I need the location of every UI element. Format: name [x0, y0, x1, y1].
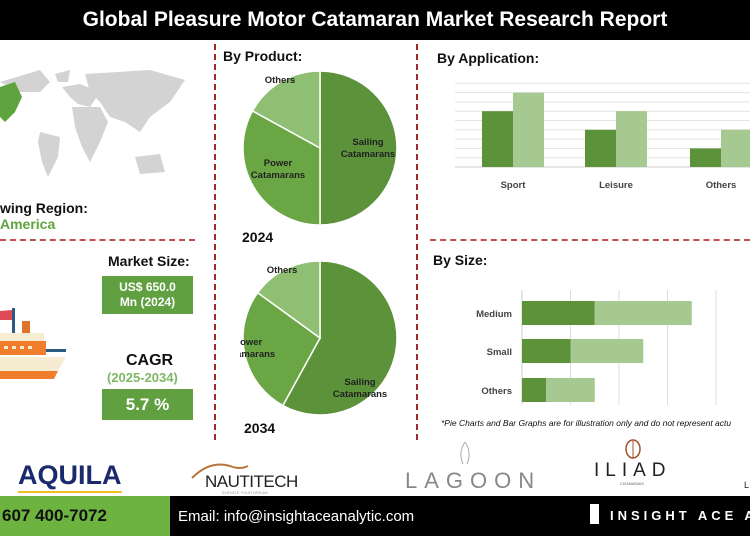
size-bar-others	[546, 378, 595, 402]
cagr-label: CAGR	[126, 352, 174, 369]
report-title: Global Pleasure Motor Catamaran Market R…	[0, 0, 750, 40]
logo-iliad-sub: CATAMARANS	[620, 482, 644, 486]
category-label: Small	[487, 347, 512, 358]
pie-slice-others	[256, 260, 321, 340]
logo-lagoon: LAGOON	[405, 468, 542, 493]
brand-name: INSIGHT ACE A	[610, 508, 750, 523]
pie-label: Power	[240, 337, 263, 348]
pie-label: Catamarans	[240, 349, 275, 360]
product-title: By Product:	[223, 48, 303, 64]
email[interactable]: Email: info@insightaceanalytic.com	[178, 508, 415, 525]
category-label: Others	[481, 386, 512, 397]
logo-iliad: ILIAD	[594, 460, 672, 481]
cagr-value: 5.7 %	[102, 389, 193, 420]
application-bar-leisure	[616, 111, 647, 167]
category-label: Sport	[501, 180, 527, 191]
category-label: Medium	[476, 309, 512, 320]
market-size-line2: Mn (2024)	[119, 295, 176, 309]
lagoon-leaf-icon	[460, 441, 470, 465]
pie-slice-others	[251, 70, 321, 150]
size-bar-medium	[522, 301, 595, 325]
year-2034: 2034	[244, 420, 276, 436]
category-label: Leisure	[599, 180, 633, 191]
iliad-emblem-icon	[625, 439, 641, 459]
application-bar-sport	[482, 111, 513, 167]
market-size-value: US$ 650.0 Mn (2024)	[102, 276, 193, 314]
region-label: wing Region:	[0, 200, 88, 216]
application-title: By Application:	[437, 50, 540, 66]
logo-aquila: AQUILA	[18, 460, 122, 493]
pie-slice-sailing-catamarans	[281, 260, 398, 416]
pie-label: Others	[267, 265, 298, 276]
disclaimer: *Pie Charts and Bar Graphs are for illus…	[441, 418, 732, 428]
application-bar-chart: Sport Leisure Others	[455, 82, 750, 191]
phone-bar: 607 400-7072	[0, 496, 170, 536]
contact-bar: Email: info@insightaceanalytic.com INSIG…	[170, 496, 750, 536]
insightace-logo-icon	[590, 504, 599, 524]
logo-partial: L	[744, 480, 750, 490]
phone-number[interactable]: 607 400-7072	[2, 506, 107, 525]
market-size-label: Market Size:	[108, 253, 190, 269]
size-bar-medium	[594, 301, 692, 325]
pie-label: Others	[265, 75, 296, 86]
divider	[0, 239, 195, 241]
application-bar-sport	[513, 92, 544, 167]
size-bar-others	[522, 378, 547, 402]
market-size-line1: US$ 650.0	[119, 280, 176, 294]
logo-nautitech-tagline: ELEVATE YOUR DREAM	[222, 490, 268, 495]
divider	[416, 44, 418, 440]
year-2024: 2024	[242, 229, 274, 245]
application-bar-leisure	[585, 129, 616, 167]
pie-label: Power	[264, 158, 293, 169]
pie-label: Catamarans	[333, 389, 387, 400]
divider	[430, 239, 750, 241]
application-bar-others	[690, 148, 721, 167]
divider	[214, 44, 216, 440]
size-bar-small	[522, 339, 571, 363]
category-label: Others	[706, 180, 737, 191]
region-value: America	[0, 216, 56, 232]
pie-label: Catamarans	[251, 170, 305, 181]
ship-icon	[0, 308, 66, 379]
nautitech-swoosh-icon	[191, 463, 249, 479]
size-title: By Size:	[433, 252, 488, 268]
size-bar-small	[570, 339, 644, 363]
application-bar-others	[721, 129, 750, 167]
pie-slice-power-catamarans	[242, 291, 321, 407]
pie-label: Sailing	[352, 137, 383, 148]
pie-label: Sailing	[344, 377, 375, 388]
size-bar-chart: Medium Small Others	[476, 290, 717, 405]
pie-label: Catamarans	[341, 149, 395, 160]
logo-nautitech: NAUTITECH	[205, 472, 298, 491]
pie-slice-sailing-catamarans	[319, 70, 398, 226]
world-map-icon	[0, 70, 185, 177]
cagr-period: (2025-2034)	[107, 370, 178, 385]
pie-slice-power-catamarans	[242, 109, 321, 226]
